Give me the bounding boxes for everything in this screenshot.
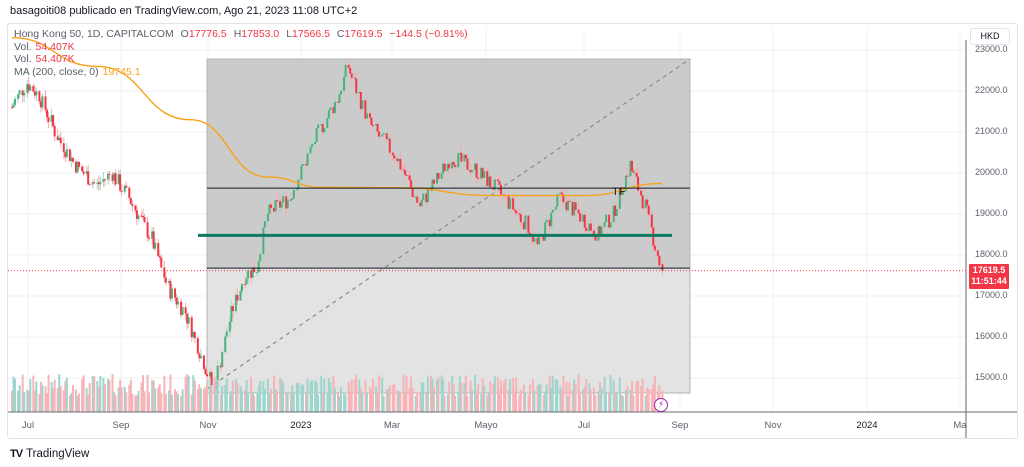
publisher-line: basagoiti08 publicado en TradingView.com… (10, 5, 358, 17)
countdown: 11:51:44 (971, 276, 1007, 286)
ma-label: MA (200, close, 0) (14, 65, 99, 78)
time-tick: Mar (383, 420, 401, 431)
time-tick: Mayo (474, 420, 498, 431)
price-tick: 22000.0 (975, 85, 1008, 95)
volume-label: Vol. (14, 40, 32, 53)
volume-value: 54.407K (35, 40, 75, 53)
change-value: −144.5 (−0.81%) (389, 28, 468, 40)
close-label: C (336, 28, 345, 40)
time-tick: Sep (112, 420, 130, 431)
time-tick: Jul (21, 420, 35, 431)
currency-button[interactable]: HKD (970, 28, 1010, 45)
high-value: 17853.0 (241, 28, 280, 40)
volume-label-2: Vol. (14, 53, 32, 65)
time-tick: 2024 (856, 420, 878, 431)
open-label: O (180, 28, 189, 40)
time-tick: Nov (199, 420, 217, 431)
price-tick: 20000.0 (975, 167, 1008, 177)
price-tick: 16000.0 (975, 331, 1008, 341)
price-tick: 23000.0 (975, 44, 1008, 54)
open-value: 17776.5 (188, 28, 227, 40)
legend-volume-row-2[interactable]: Vol. 54.407K (14, 53, 468, 66)
price-tick: 19000.0 (975, 208, 1008, 218)
time-tick: 2023 (290, 420, 312, 431)
last-price-badge: 17619.5 11:51:44 (969, 264, 1009, 289)
time-tick: Sep (671, 420, 689, 431)
tradingview-logo-text: TradingView (26, 448, 90, 460)
legend-ma-row[interactable]: MA (200, close, 0) 19745.1 (14, 66, 468, 79)
chart-frame (7, 23, 1018, 439)
flash-icon[interactable]: ⚡ (654, 398, 668, 412)
time-tick: Jul (577, 420, 591, 431)
tradingview-logo[interactable]: TV TradingView (10, 448, 89, 460)
tf-label: TF (612, 186, 626, 198)
legend-symbol: Hong Kong 50, 1D, CAPITALCOM (14, 28, 174, 40)
price-tick: 18000.0 (975, 249, 1008, 259)
high-label: H (233, 28, 242, 40)
legend-symbol-row[interactable]: Hong Kong 50, 1D, CAPITALCOM O17776.5 H1… (14, 28, 468, 41)
close-value: 17619.5 (344, 28, 383, 40)
low-value: 17566.5 (292, 28, 330, 40)
last-price: 17619.5 (972, 265, 1006, 275)
price-tick: 17000.0 (975, 290, 1008, 300)
legend-volume-row-1[interactable]: Vol. 54.407K (14, 41, 468, 54)
tradingview-mark-icon: TV (10, 448, 23, 460)
ma-value: 19745.1 (102, 65, 141, 78)
volume-value-2: 54.407K (35, 53, 75, 65)
price-tick: 15000.0 (975, 372, 1008, 382)
time-tick: Nov (764, 420, 782, 431)
chart-legend: Hong Kong 50, 1D, CAPITALCOM O17776.5 H1… (14, 28, 468, 78)
time-tick: Ma (953, 420, 967, 431)
low-label: L (286, 28, 293, 40)
price-tick: 21000.0 (975, 126, 1008, 136)
